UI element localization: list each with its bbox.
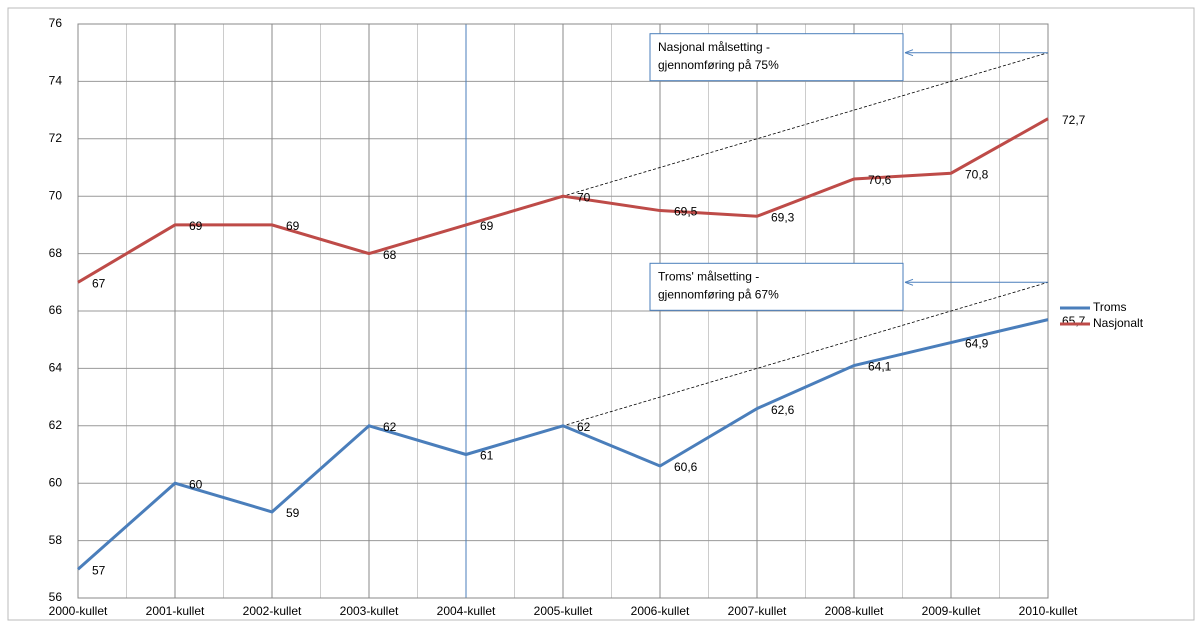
data-label: 69,3 bbox=[771, 210, 795, 224]
annotation-text: Troms' målsetting - bbox=[658, 269, 759, 283]
x-tick-label: 2004-kullet bbox=[437, 604, 496, 618]
data-label: 62 bbox=[383, 420, 397, 434]
data-label: 69 bbox=[286, 219, 300, 233]
data-label: 68 bbox=[383, 248, 397, 262]
x-tick-label: 2002-kullet bbox=[243, 604, 302, 618]
data-label: 59 bbox=[286, 506, 300, 520]
data-label: 69 bbox=[189, 219, 203, 233]
data-label: 69,5 bbox=[674, 205, 698, 219]
data-label: 64,1 bbox=[868, 360, 892, 374]
y-tick-label: 60 bbox=[49, 475, 63, 489]
annotation-box bbox=[649, 262, 904, 311]
x-tick-label: 2009-kullet bbox=[922, 604, 981, 618]
plot-border bbox=[77, 23, 1049, 599]
data-label: 62,6 bbox=[771, 403, 795, 417]
x-tick-label: 2008-kullet bbox=[825, 604, 884, 618]
data-label: 60 bbox=[189, 477, 203, 491]
data-label: 62 bbox=[577, 420, 591, 434]
y-tick-label: 68 bbox=[49, 246, 63, 260]
annotation-text: gjennomføring på 67% bbox=[658, 287, 779, 301]
y-tick-label: 56 bbox=[49, 590, 63, 604]
data-label: 67 bbox=[92, 276, 106, 290]
chart-border bbox=[7, 7, 1195, 621]
annotation-text: gjennomføring på 75% bbox=[658, 58, 779, 72]
data-label: 57 bbox=[92, 563, 106, 577]
arrow-head bbox=[904, 49, 914, 57]
x-tick-label: 2003-kullet bbox=[340, 604, 399, 618]
x-tick-label: 2007-kullet bbox=[728, 604, 787, 618]
legend-label: Nasjonalt bbox=[1093, 316, 1144, 330]
y-tick-label: 72 bbox=[49, 131, 63, 145]
y-tick-label: 66 bbox=[49, 303, 63, 317]
data-label: 70,8 bbox=[965, 167, 989, 181]
arrow-head bbox=[904, 278, 914, 286]
data-label: 64,9 bbox=[965, 337, 989, 351]
data-label: 65,7 bbox=[1062, 314, 1086, 328]
y-tick-label: 74 bbox=[49, 74, 63, 88]
annotation-text: Nasjonal målsetting - bbox=[658, 40, 770, 54]
data-label: 72,7 bbox=[1062, 113, 1086, 127]
x-tick-label: 2005-kullet bbox=[534, 604, 593, 618]
series-line bbox=[77, 117, 1049, 284]
series-line bbox=[77, 318, 1049, 571]
data-label: 60,6 bbox=[674, 460, 698, 474]
data-label: 70,6 bbox=[868, 173, 892, 187]
y-tick-label: 62 bbox=[49, 418, 63, 432]
annotation-box bbox=[649, 33, 904, 82]
legend-label: Troms bbox=[1093, 300, 1127, 314]
y-tick-label: 76 bbox=[49, 16, 63, 30]
data-label: 69 bbox=[480, 219, 494, 233]
x-tick-label: 2010-kullet bbox=[1019, 604, 1078, 618]
x-tick-label: 2000-kullet bbox=[49, 604, 108, 618]
y-tick-label: 70 bbox=[49, 188, 63, 202]
x-tick-label: 2006-kullet bbox=[631, 604, 690, 618]
data-label: 61 bbox=[480, 449, 494, 463]
x-tick-label: 2001-kullet bbox=[146, 604, 205, 618]
y-tick-label: 64 bbox=[49, 361, 63, 375]
y-tick-label: 58 bbox=[49, 533, 63, 547]
data-label: 70 bbox=[577, 190, 591, 204]
